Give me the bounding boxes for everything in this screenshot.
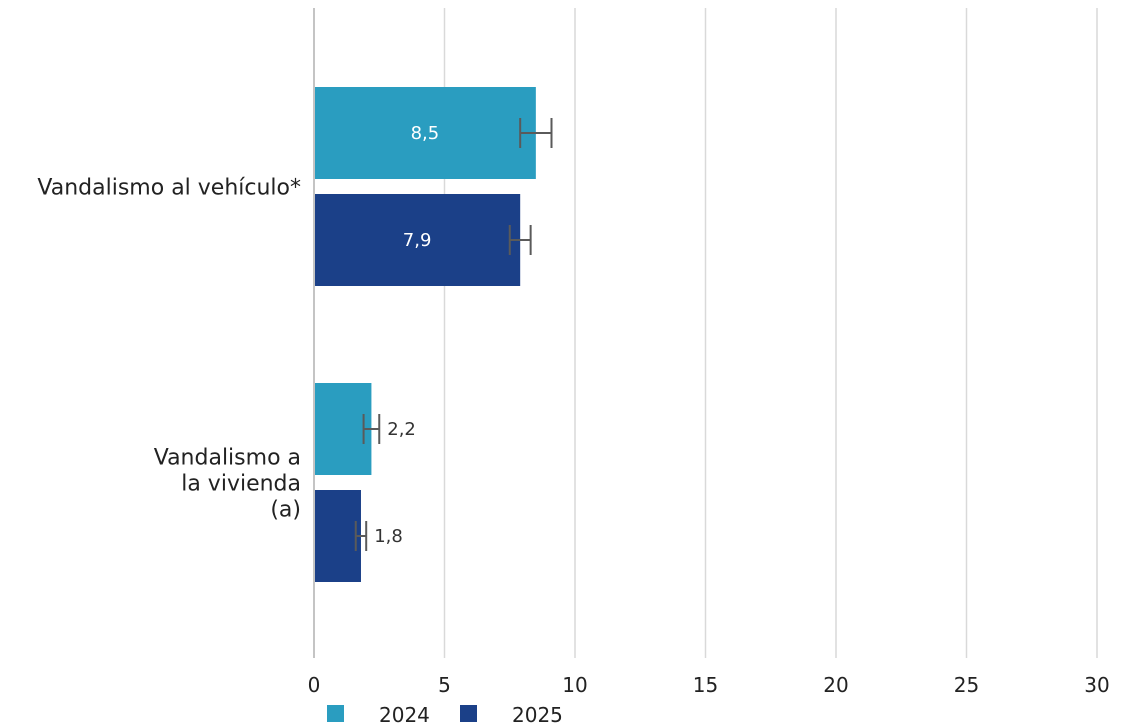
data-label-2025-1: 1,8 — [374, 526, 403, 547]
x-tick-label-20: 20 — [823, 673, 848, 697]
x-tick-label-0: 0 — [308, 673, 321, 697]
bar-2025-1 — [314, 490, 361, 582]
bar-2024-0 — [314, 87, 536, 179]
bar-2025-0 — [314, 194, 521, 286]
legend-label-2025: 2025 — [512, 703, 563, 726]
error-bars — [354, 118, 553, 551]
legend-label-2024: 2024 — [379, 703, 430, 726]
x-tick-label-25: 25 — [954, 673, 979, 697]
data-label-2024-0: 8,5 — [411, 123, 440, 144]
bars — [314, 87, 536, 582]
legend-swatch-2024 — [327, 705, 344, 722]
gridlines — [443, 8, 1098, 658]
data-labels: 8,5 7,9 2,2 1,8 — [374, 123, 439, 547]
error-bar-2025-1 — [354, 521, 368, 551]
category-label-1: Vandalismo a la vivienda (a) — [154, 446, 301, 523]
legend-swatch-2025 — [460, 705, 477, 722]
legend-item-2025: 2025 — [460, 703, 563, 726]
x-tick-labels: 0 5 10 15 20 25 30 — [308, 673, 1110, 697]
error-bar-2024-1 — [362, 414, 381, 444]
x-tick-label-10: 10 — [562, 673, 587, 697]
legend: 2024 2025 — [327, 703, 563, 726]
category-labels: Vandalismo al vehículo* Vandalismo a la vi… — [37, 176, 301, 523]
bar-2024-1 — [314, 383, 372, 475]
x-tick-label-5: 5 — [438, 673, 451, 697]
data-label-2025-0: 7,9 — [403, 230, 432, 251]
x-tick-label-15: 15 — [693, 673, 718, 697]
data-label-2024-1: 2,2 — [387, 419, 416, 440]
error-bar-2024-0 — [519, 118, 553, 148]
error-bar-2025-0 — [508, 225, 532, 255]
category-label-0: Vandalismo al vehículo* — [37, 176, 301, 201]
x-tick-label-30: 30 — [1084, 673, 1109, 697]
legend-item-2024: 2024 — [327, 703, 430, 726]
